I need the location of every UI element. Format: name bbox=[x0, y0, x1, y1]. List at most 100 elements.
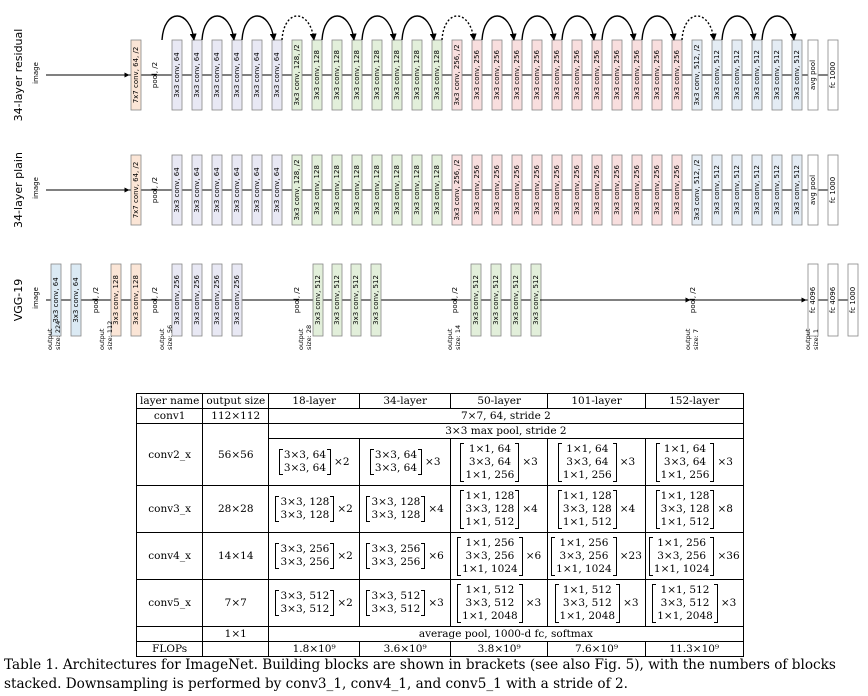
block-line: 1×1, 1024 bbox=[462, 562, 518, 575]
layer-box bbox=[491, 39, 503, 111]
block-line: 3×3, 256 bbox=[465, 549, 515, 562]
layer-label: 3x3 conv, 64 bbox=[213, 167, 221, 213]
layer-box bbox=[771, 39, 783, 111]
maxpool-spec: 3×3 max pool, stride 2 bbox=[268, 423, 744, 439]
block-multiplier: ×2 bbox=[337, 550, 353, 562]
block-multiplier: ×3 bbox=[525, 597, 542, 609]
flops-value: 11.3×10⁹ bbox=[644, 641, 744, 657]
block-line: 1×1, 512 bbox=[465, 515, 515, 528]
architecture-table: layer name output size 18-layer 34-layer… bbox=[135, 393, 744, 657]
layer-box bbox=[431, 39, 443, 111]
layer-box bbox=[807, 263, 819, 337]
layer-label: 3x3 conv, 256 bbox=[473, 165, 481, 215]
image-label: image bbox=[32, 287, 40, 309]
layer-label: 3x3 conv, 512 bbox=[512, 275, 520, 325]
block-line: 3×3, 512 bbox=[280, 603, 330, 615]
flops-value: 3.8×10⁹ bbox=[450, 641, 549, 657]
row-conv5-name: conv5_x bbox=[135, 579, 204, 627]
layer-box bbox=[371, 154, 383, 226]
output-size-label: output bbox=[46, 328, 54, 350]
block-cell: 3×3, 64 3×3, 64 ×2 bbox=[268, 438, 361, 486]
layer-label: 3x3 conv, 128, /2 bbox=[293, 44, 301, 105]
layer-box bbox=[331, 154, 343, 226]
layer-label: 3x3 conv, 256 bbox=[633, 50, 641, 100]
layer-box bbox=[807, 39, 819, 111]
layer-box bbox=[191, 263, 203, 337]
layer-box bbox=[631, 39, 643, 111]
output-size-value: size: 28 bbox=[305, 325, 313, 350]
layer-label: 3x3 conv, 256 bbox=[553, 165, 561, 215]
layer-box bbox=[130, 39, 142, 111]
block-line: 3×3, 64 bbox=[663, 455, 707, 468]
layer-box bbox=[191, 154, 203, 226]
block-bracket: 1×1, 256 3×3, 256 1×1, 1024 bbox=[551, 536, 617, 576]
layer-label: 3x3 conv, 256 bbox=[513, 165, 521, 215]
layer-box bbox=[271, 154, 283, 226]
block-multiplier: ×23 bbox=[619, 550, 642, 562]
block-cell: 3×3, 128 3×3, 128 ×4 bbox=[359, 485, 452, 533]
block-line: 3×3, 128 bbox=[371, 496, 421, 508]
layer-box bbox=[807, 154, 819, 226]
layer-label: 3x3 conv, 256 bbox=[193, 275, 201, 325]
layer-box bbox=[271, 39, 283, 111]
flops-value: 7.6×10⁹ bbox=[547, 641, 646, 657]
output-size-value: size: 56 bbox=[166, 325, 174, 350]
skip-connection bbox=[721, 15, 757, 41]
layer-label: 3x3 conv, 512 bbox=[713, 165, 721, 215]
block-line: 3×3, 512 bbox=[280, 590, 330, 602]
layer-label: 3x3 conv, 256 bbox=[633, 165, 641, 215]
output-size-value: size: 1 bbox=[812, 329, 820, 350]
block-multiplier: ×3 bbox=[720, 597, 737, 609]
layer-box bbox=[827, 154, 839, 226]
layer-box bbox=[551, 39, 563, 111]
block-line: 3×3, 512 bbox=[465, 596, 515, 609]
layer-box bbox=[451, 154, 463, 226]
layer-label: fc 1000 bbox=[829, 62, 837, 88]
layer-box bbox=[431, 154, 443, 226]
pool-label: pool, /2 bbox=[689, 287, 697, 313]
block-line: 3×3, 256 bbox=[657, 549, 707, 562]
block-bracket: 3×3, 256 3×3, 256 bbox=[275, 543, 335, 569]
layer-box bbox=[671, 39, 683, 111]
layer-box bbox=[211, 154, 223, 226]
skip-connection bbox=[681, 15, 717, 41]
row-flops-size bbox=[202, 641, 270, 657]
layer-box bbox=[591, 39, 603, 111]
row-conv1-name: conv1 bbox=[135, 408, 204, 424]
layer-box bbox=[490, 263, 502, 337]
output-size-value: size: 14 bbox=[454, 325, 462, 350]
block-bracket: 1×1, 64 3×3, 64 1×1, 256 bbox=[655, 442, 715, 482]
layer-label: fc 4096 bbox=[829, 286, 837, 313]
row-conv2-name: conv2_x bbox=[135, 423, 204, 486]
row-flops-label: FLOPs bbox=[135, 641, 204, 657]
block-multiplier: ×2 bbox=[337, 503, 353, 515]
header-18-layer: 18-layer bbox=[268, 393, 361, 409]
layer-label: 3x3 conv, 256 bbox=[573, 165, 581, 215]
layer-label: 3x3 conv, 256 bbox=[593, 165, 601, 215]
row-conv1-spec: 7×7, 64, stride 2 bbox=[268, 408, 744, 424]
layer-box bbox=[671, 154, 683, 226]
row-conv1-size: 112×112 bbox=[202, 408, 270, 424]
block-line: 3×3, 256 bbox=[280, 543, 330, 555]
block-line: 1×1, 256 bbox=[465, 468, 515, 481]
block-line: 1×1, 128 bbox=[660, 489, 710, 502]
layer-label: 3x3 conv, 256 bbox=[613, 165, 621, 215]
block-cell: 1×1, 512 3×3, 512 1×1, 2048 ×3 bbox=[547, 579, 646, 627]
layer-label: 3x3 conv, 512 bbox=[713, 50, 721, 100]
layer-box bbox=[331, 39, 343, 111]
layer-box bbox=[691, 39, 703, 111]
block-bracket: 3×3, 128 3×3, 128 bbox=[275, 496, 335, 522]
block-multiplier: ×3 bbox=[522, 456, 538, 468]
layer-box bbox=[391, 39, 403, 111]
skip-connection bbox=[321, 15, 357, 41]
layer-box bbox=[130, 263, 142, 337]
layer-label: avg pool bbox=[809, 60, 817, 90]
skip-connection bbox=[761, 15, 797, 41]
layer-box bbox=[50, 263, 62, 337]
output-size-label: output bbox=[297, 328, 305, 350]
block-bracket: 1×1, 64 3×3, 64 1×1, 256 bbox=[557, 442, 617, 482]
layer-box bbox=[571, 39, 583, 111]
pool-label: pool, /2 bbox=[151, 177, 159, 203]
layer-label: 3x3 conv, 512 bbox=[753, 165, 761, 215]
layer-box bbox=[731, 39, 743, 111]
